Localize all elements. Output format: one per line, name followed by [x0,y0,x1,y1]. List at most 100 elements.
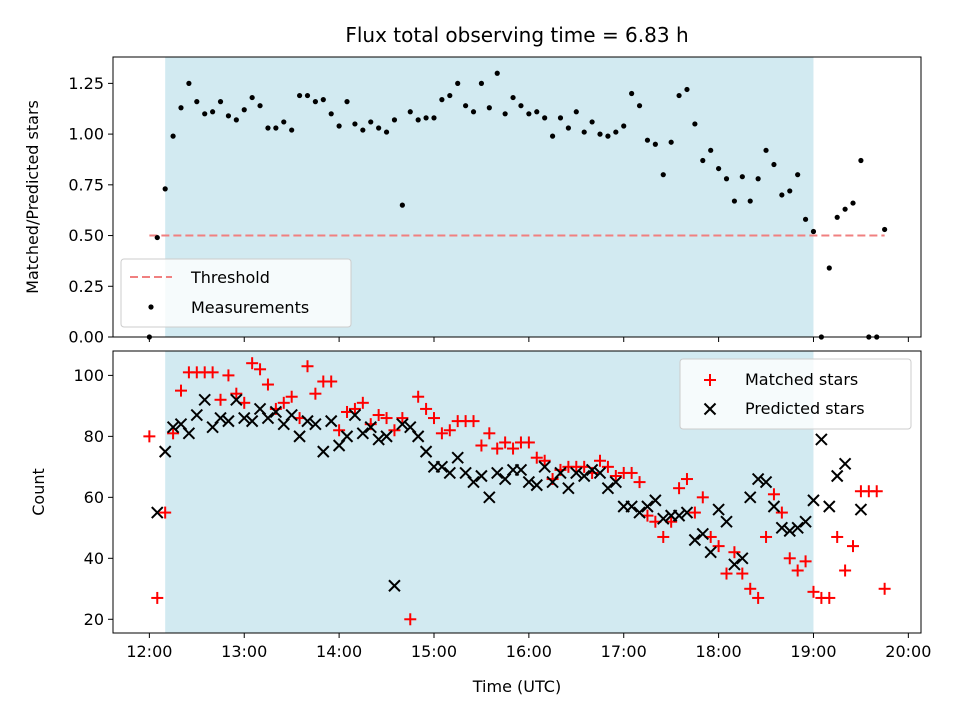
matched-star-point [222,369,235,382]
measurement-point [771,161,777,168]
measurement-point [431,115,437,121]
matched-star-point [348,402,361,415]
measurement-point [629,90,635,97]
measurement-point [320,97,326,103]
x-tick-label: 16:00 [506,642,552,661]
predicted-star-point [166,421,180,434]
matched-star-point [538,454,551,467]
measurement-point [795,172,801,178]
matched-star-point [301,360,314,373]
legend-threshold-label: Threshold [190,268,270,287]
y-tick-label: 0.50 [68,226,104,245]
matched-star-point [688,506,701,519]
measurement-point [249,94,255,101]
matched-star-point [799,555,812,568]
y-tick-label: 0.75 [68,175,104,194]
measurement-point [731,198,738,204]
measurement-point [716,165,722,172]
measurement-point [257,103,263,109]
predicted-star-point [451,451,464,464]
y-tick-label: 1.25 [68,74,104,93]
y-tick-label: 1.00 [68,125,104,144]
matched-star-point [309,387,322,400]
matched-star-point [230,387,243,400]
measurement-point [708,147,714,153]
matched-star-point [388,424,401,437]
matched-star-point [443,424,456,437]
predicted-star-point [570,466,583,480]
measurement-point [202,111,208,117]
matched-star-point [254,363,267,376]
measurement-point [676,92,682,99]
matched-star-point [696,491,709,504]
predicted-star-point [601,481,615,495]
matched-star-point [807,585,820,598]
y-tick-label: 100 [73,366,104,385]
measurement-points [146,70,888,340]
measurement-point [518,103,524,109]
measurement-point [178,105,184,111]
ratio-panel: 0.00 0.25 0.50 0.75 1.00 1.25 Flux total obse… [23,23,922,347]
predicted-star-point [672,509,686,522]
measurement-point [644,137,651,143]
measurement-point [273,125,279,131]
matched-star-point [206,366,219,379]
measurement-point [162,186,168,192]
legend-measurements-label: Measurements [191,298,309,317]
matched-star-point [744,582,757,595]
matched-star-point [412,390,425,403]
x-axis-label: Time (UTC) [472,677,561,696]
predicted-star-point [830,469,844,483]
matched-star-point [609,469,622,482]
predicted-star-point [657,512,670,525]
x-tick-label: 13:00 [221,642,267,661]
legend-predicted-label: Predicted stars [745,399,865,418]
predicted-star-point [736,552,749,565]
matched-star-point [878,582,891,595]
measurement-point [542,115,548,121]
predicted-star-point [245,414,259,428]
matched-star-point [174,384,187,397]
predicted-star-point [214,411,227,425]
predicted-star-point [530,478,543,492]
predicted-star-point [593,466,607,480]
predicted-star-point [807,494,820,507]
matched-star-point [420,402,433,415]
predicted-star-point [325,414,338,428]
measurement-point [510,94,516,101]
predicted-star-point [348,408,362,422]
measurement-point [660,172,666,178]
x-tick-label: 20:00 [885,642,931,661]
predicted-star-point [396,417,409,431]
measurement-point [779,192,785,198]
matched-star-point [491,442,504,455]
predicted-star-point [182,427,196,440]
matched-star-point [483,427,496,440]
measurement-point [170,133,176,139]
predicted-star-point [538,460,551,474]
measurement-point [312,99,318,105]
predicted-star-point [301,414,314,428]
measurement-point [834,214,840,220]
measurement-point [463,103,469,109]
measurement-point [217,99,224,105]
legend-predicted-swatch [703,402,717,416]
x-tick-label: 14:00 [316,642,362,661]
measurement-point [233,117,239,123]
measurement-point [842,206,848,212]
matched-star-point [633,476,646,489]
measurement-point [344,99,350,105]
measurement-point [763,147,769,153]
predicted-star-point [514,463,528,477]
matched-star-point [673,482,686,495]
measurement-point [304,92,311,99]
predicted-star-point [411,430,425,443]
predicted-star-point [696,527,709,541]
matched-star-point [823,591,836,604]
matched-star-point [507,442,520,455]
measurement-point [565,125,571,131]
measurement-point [810,228,817,235]
predicted-star-point [585,463,599,477]
measurement-point [478,80,485,86]
predicted-star-point [340,430,354,443]
